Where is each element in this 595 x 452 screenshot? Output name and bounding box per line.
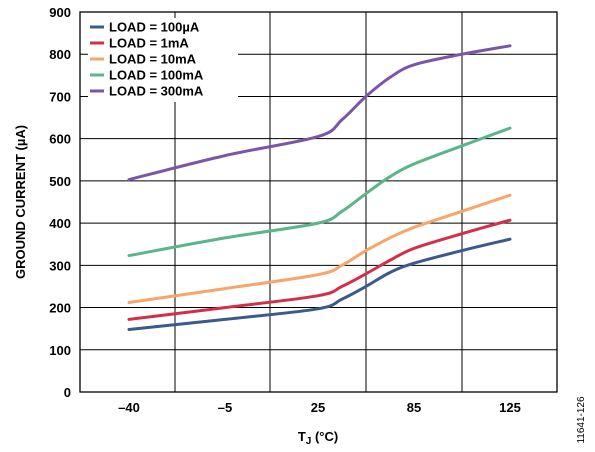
legend-label-2: LOAD = 1mA — [109, 36, 189, 51]
series-line-3 — [127, 193, 512, 304]
series-line-5 — [127, 44, 512, 182]
y-tick-label: 800 — [49, 47, 71, 62]
x-tick-label: 125 — [499, 400, 521, 415]
y-tick-label: 700 — [49, 89, 71, 104]
x-tick-label: 85 — [407, 400, 421, 415]
series-line-1 — [127, 237, 512, 331]
series-line-4 — [127, 126, 512, 258]
legend-label-5: LOAD = 300mA — [109, 84, 204, 99]
x-tick-label: –5 — [218, 400, 232, 415]
y-axis-label: GROUND CURRENT (µA) — [13, 125, 28, 279]
legend-label-4: LOAD = 100mA — [109, 68, 204, 83]
legend-label-3: LOAD = 10mA — [109, 52, 197, 67]
y-tick-label: 500 — [49, 174, 71, 189]
y-tick-label: 600 — [49, 132, 71, 147]
legend-label-1: LOAD = 100µA — [109, 20, 200, 35]
y-axis-ticks: 0 100 200 300 400 500 600 700 800 900 — [49, 5, 71, 400]
y-tick-label: 100 — [49, 343, 71, 358]
figure-code: 11641-126 — [576, 396, 587, 444]
y-tick-label: 400 — [49, 216, 71, 231]
series-group — [127, 44, 512, 331]
series-line-2 — [127, 218, 512, 321]
x-axis-label-unit: (°C) — [311, 429, 338, 444]
y-tick-label: 200 — [49, 301, 71, 316]
legend-background — [88, 18, 238, 102]
y-tick-label: 300 — [49, 258, 71, 273]
x-axis-label-subscript: J — [306, 436, 312, 447]
y-tick-label: 0 — [64, 385, 71, 400]
x-axis-label: TJ (°C) — [298, 429, 338, 447]
x-tick-label: 25 — [311, 400, 325, 415]
x-axis-ticks: –40 –5 25 85 125 — [118, 400, 521, 415]
y-tick-label: 900 — [49, 5, 71, 20]
x-axis-label-main: T — [298, 429, 306, 444]
plot-frame — [79, 11, 558, 393]
x-tick-label: –40 — [118, 400, 140, 415]
